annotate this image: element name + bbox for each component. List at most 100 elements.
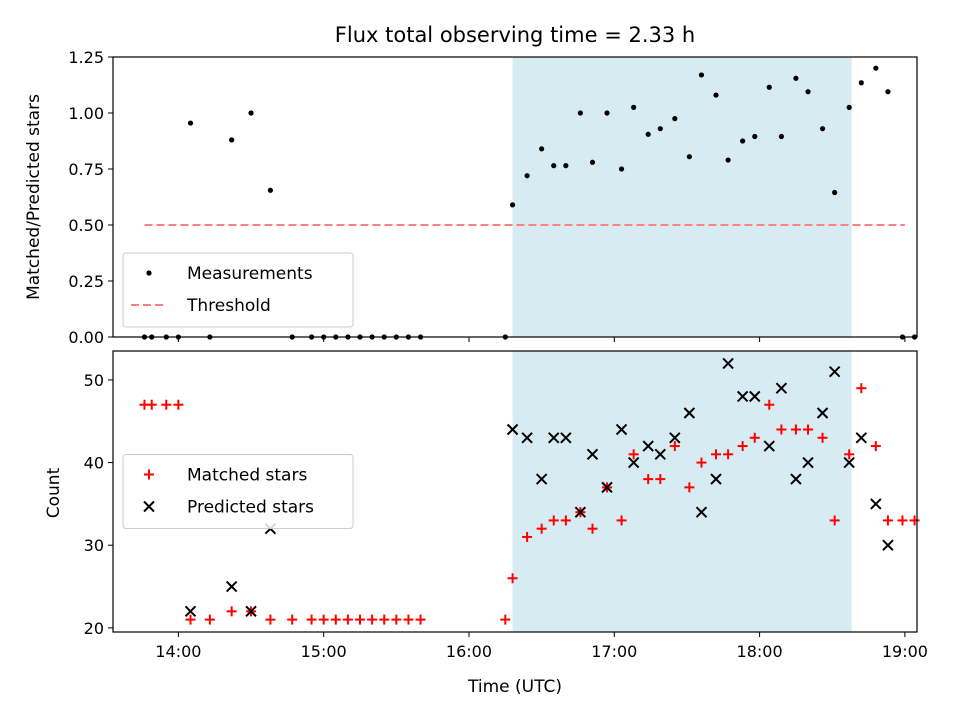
x-stroke-b [749,390,761,403]
measurement-point [563,163,569,169]
predicted-star-marker [654,448,667,461]
measurement-point [713,92,719,98]
predicted-star-marker [245,605,257,618]
series-matched-stars [139,383,920,625]
x-stroke-b [710,473,722,485]
legend: Matched stars Predicted stars [122,454,354,529]
matched-star-marker [146,399,157,410]
predicted-star-marker [736,390,749,403]
x-tick-label: 15:00 [301,642,347,661]
measurement-point [589,159,596,165]
x-stroke-b [882,539,894,551]
y-tick-label: 0.00 [68,328,104,347]
predicted-star-marker [574,506,587,518]
matched-star-marker [856,383,867,394]
observing-window-region [512,351,852,632]
x-stroke-b [722,357,734,370]
matched-star-marker [173,399,184,410]
predicted-star-marker [816,407,829,419]
matched-star-marker [204,614,215,625]
matched-star-marker [185,614,196,625]
y-tick-label: 0.25 [68,272,104,291]
matched-star-marker [737,441,748,452]
predicted-star-marker [642,440,654,452]
y-tick-label: 40 [84,454,104,473]
measurement-point [539,146,545,152]
predicted-star-marker [828,365,841,378]
predicted-star-marker [802,456,814,469]
measurement-point [618,166,625,172]
x-stroke-b [855,432,868,444]
x-stroke-b [586,448,599,461]
x-stroke-b [695,506,708,518]
measurement-point [631,104,637,110]
x-stroke-b [615,423,628,436]
axes-frame [112,56,918,338]
matched-star-marker [379,614,390,625]
measurement-point [740,138,746,144]
matched-star-marker [391,614,402,625]
measurement-point [766,84,772,90]
x-stroke-b [828,365,841,378]
legend-entry-label: Predicted stars [187,498,314,518]
count-panel: 20 30 40 50 14:00 15:00 16:00 17:00 18:00 19:00 Ma… [84,350,928,661]
matched-star-marker [790,424,801,435]
predicted-star-marker [695,506,708,518]
matched-star-marker [560,515,571,526]
x-stroke-b [601,481,613,494]
predicted-star-marker [749,390,761,403]
legend-box [122,252,354,328]
x-stroke-b [184,605,197,618]
y-tick-label: 1.00 [68,104,104,123]
measurement-point [645,131,651,137]
matched-star-marker [522,531,533,542]
x-tick-label: 18:00 [737,642,783,661]
matched-star-marker [669,441,680,452]
matched-star-marker [696,457,707,468]
measurement-point [725,157,731,163]
predicted-star-marker [790,473,802,485]
x-stroke-b [245,605,257,618]
x-stroke-b [736,390,749,403]
matched-star-marker [355,614,366,625]
axes-frame [112,350,918,633]
matched-star-marker [684,482,695,493]
measurement-point [229,137,235,143]
legend-marker-handle [143,500,155,513]
measurement-point [819,126,826,132]
x-stroke-b [870,498,882,510]
x-stroke-b [775,382,788,394]
matched-star-marker [500,614,511,625]
series-predicted-stars [184,357,894,618]
predicted-star-marker [521,432,533,444]
measurement-point [267,187,274,193]
measurement-point [858,80,864,86]
matched-star-marker [897,515,908,526]
predicted-star-marker [683,407,696,419]
x-stroke-b [143,500,155,513]
matched-star-marker [342,614,353,625]
measurement-point [832,189,838,196]
measurement-point [793,75,799,81]
legend-marker-handle [146,270,152,276]
matched-star-marker [844,449,855,460]
x-tick-label: 14:00 [155,642,201,661]
measurement-point [885,89,891,95]
y-tick-label: 50 [84,371,104,390]
measurement-point [187,120,194,126]
predicted-star-marker [763,440,775,452]
predicted-star-marker [184,605,197,618]
predicted-star-marker [535,473,548,485]
x-stroke-b [627,456,640,469]
predicted-star-marker [506,423,519,436]
predicted-star-marker [669,432,681,444]
x-tick-label: 16:00 [446,642,492,661]
matched-star-marker [548,515,559,526]
predicted-star-marker [225,580,238,593]
predicted-star-marker [601,481,613,494]
matched-star-marker [829,515,840,526]
x-stroke-b [816,407,829,419]
measurement-point [604,110,610,116]
matched-star-marker [776,424,787,435]
